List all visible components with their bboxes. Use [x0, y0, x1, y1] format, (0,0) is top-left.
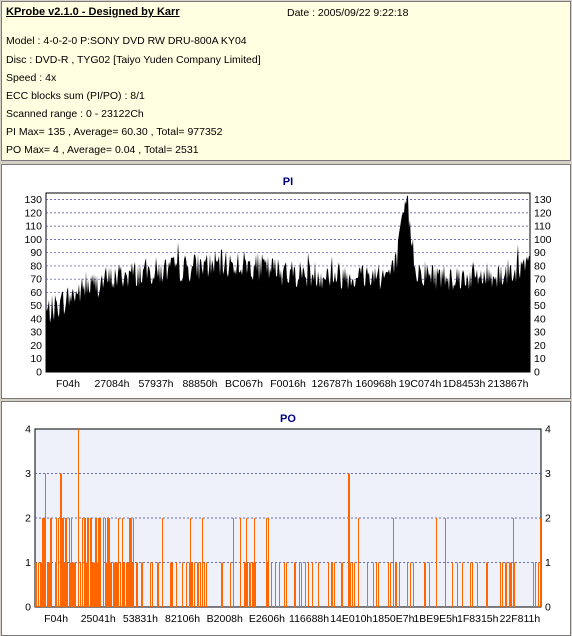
x-tick-label: F04h	[44, 613, 68, 625]
x-tick-label: E2606h	[249, 613, 285, 625]
y-tick-label-right: 2	[545, 513, 551, 525]
x-tick-label: 27084h	[94, 378, 129, 390]
x-tick-label: 53831h	[123, 613, 158, 625]
x-tick-label: BC067h	[225, 378, 263, 390]
y-tick-label-right: 0	[534, 367, 540, 379]
x-tick-label: F04h	[56, 378, 80, 390]
po-summary-line: PO Max= 4 , Average= 0.04 , Total= 2531	[6, 144, 199, 156]
model-line: Model : 4-0-2-0 P:SONY DVD RW DRU-800A K…	[6, 35, 247, 47]
y-tick-label-right: 3	[545, 468, 551, 480]
x-tick-label: 213867h	[488, 378, 529, 390]
y-tick-label-right: 60	[534, 287, 546, 299]
info-panel: KProbe v2.1.0 - Designed by Karr Date : …	[1, 1, 571, 161]
x-tick-label: F0016h	[270, 378, 306, 390]
y-tick-label-left: 130	[24, 194, 42, 206]
x-tick-label: 160968h	[356, 378, 397, 390]
y-tick-label-left: 30	[30, 327, 42, 339]
x-tick-label: 22F811h	[500, 613, 541, 625]
y-tick-label-right: 0	[545, 602, 551, 614]
y-tick-label-left: 3	[25, 468, 31, 480]
y-tick-label-left: 70	[30, 274, 42, 286]
y-tick-label-left: 0	[25, 602, 31, 614]
x-tick-label: 1F8315h	[457, 613, 499, 625]
y-tick-label-right: 130	[534, 194, 552, 206]
y-tick-label-left: 1	[25, 557, 31, 569]
y-tick-label-left: 0	[36, 367, 42, 379]
x-tick-label: 116688h	[289, 613, 329, 625]
x-tick-label: 88850h	[182, 378, 217, 390]
range-line: Scanned range : 0 - 23122Ch	[6, 108, 144, 120]
disc-line: Disc : DVD-R , TYG02 [Taiyo Yuden Compan…	[6, 54, 261, 66]
chart-title: PI	[283, 176, 293, 188]
y-tick-label-left: 100	[24, 234, 42, 246]
y-tick-label-right: 4	[545, 424, 551, 436]
chart-title: PO	[280, 413, 296, 425]
speed-line: Speed : 4x	[6, 72, 57, 84]
po-chart: PO 0 0 1 1 2 2 3 3 4 4 F04h 25041h 53831h 82106h B2008h…	[25, 413, 551, 625]
y-tick-label-left: 90	[30, 247, 42, 259]
x-tick-label: 126787h	[312, 378, 353, 390]
y-tick-label-right: 120	[534, 207, 552, 219]
scan-date: Date : 2005/09/22 9:22:18	[287, 7, 409, 19]
y-tick-label-left: 10	[30, 353, 42, 365]
x-tick-label: 1D8453h	[443, 378, 486, 390]
x-tick-label: 14E010h	[330, 613, 372, 625]
y-tick-label-right: 50	[534, 300, 546, 312]
y-tick-label-left: 120	[24, 207, 42, 219]
y-tick-label-right: 1	[545, 557, 551, 569]
y-tick-label-right: 40	[534, 313, 546, 325]
y-tick-label-left: 110	[25, 221, 42, 233]
x-tick-label: 57937h	[138, 378, 173, 390]
x-tick-label: 19C074h	[399, 378, 442, 390]
y-tick-label-right: 100	[534, 234, 552, 246]
y-tick-label-right: 110	[534, 221, 551, 233]
y-tick-label-right: 70	[534, 274, 546, 286]
y-tick-label-left: 50	[30, 300, 42, 312]
x-tick-label: 1BE9E5h	[413, 613, 458, 625]
y-tick-label-right: 20	[534, 340, 546, 352]
y-tick-label-left: 40	[30, 313, 42, 325]
y-tick-label-left: 80	[30, 260, 42, 272]
po-chart-panel: PO 0 0 1 1 2 2 3 3 4 4 F04h 25041h 53831h 82106h B2008h…	[1, 401, 571, 636]
x-tick-label: 1850E7h	[372, 613, 414, 625]
y-tick-label-left: 4	[25, 424, 31, 436]
y-tick-label-right: 80	[534, 260, 546, 272]
x-tick-label: B2008h	[207, 613, 243, 625]
pi-series-area	[46, 195, 530, 372]
x-tick-label: 25041h	[81, 613, 116, 625]
y-tick-label-right: 10	[534, 353, 546, 365]
y-tick-label-left: 20	[30, 340, 42, 352]
app-title: KProbe v2.1.0 - Designed by Karr	[6, 6, 180, 18]
pi-summary-line: PI Max= 135 , Average= 60.30 , Total= 97…	[6, 126, 223, 138]
y-tick-label-right: 30	[534, 327, 546, 339]
ecc-line: ECC blocks sum (PI/PO) : 8/1	[6, 90, 145, 102]
pi-chart-panel: PI 0 0 10 10 20 20 30 30 40 40 50 50 60 60 70 70 80 80 90 90…	[1, 164, 571, 399]
y-tick-label-left: 60	[30, 287, 42, 299]
x-tick-label: 82106h	[165, 613, 200, 625]
y-tick-label-right: 90	[534, 247, 546, 259]
y-tick-label-left: 2	[25, 513, 31, 525]
